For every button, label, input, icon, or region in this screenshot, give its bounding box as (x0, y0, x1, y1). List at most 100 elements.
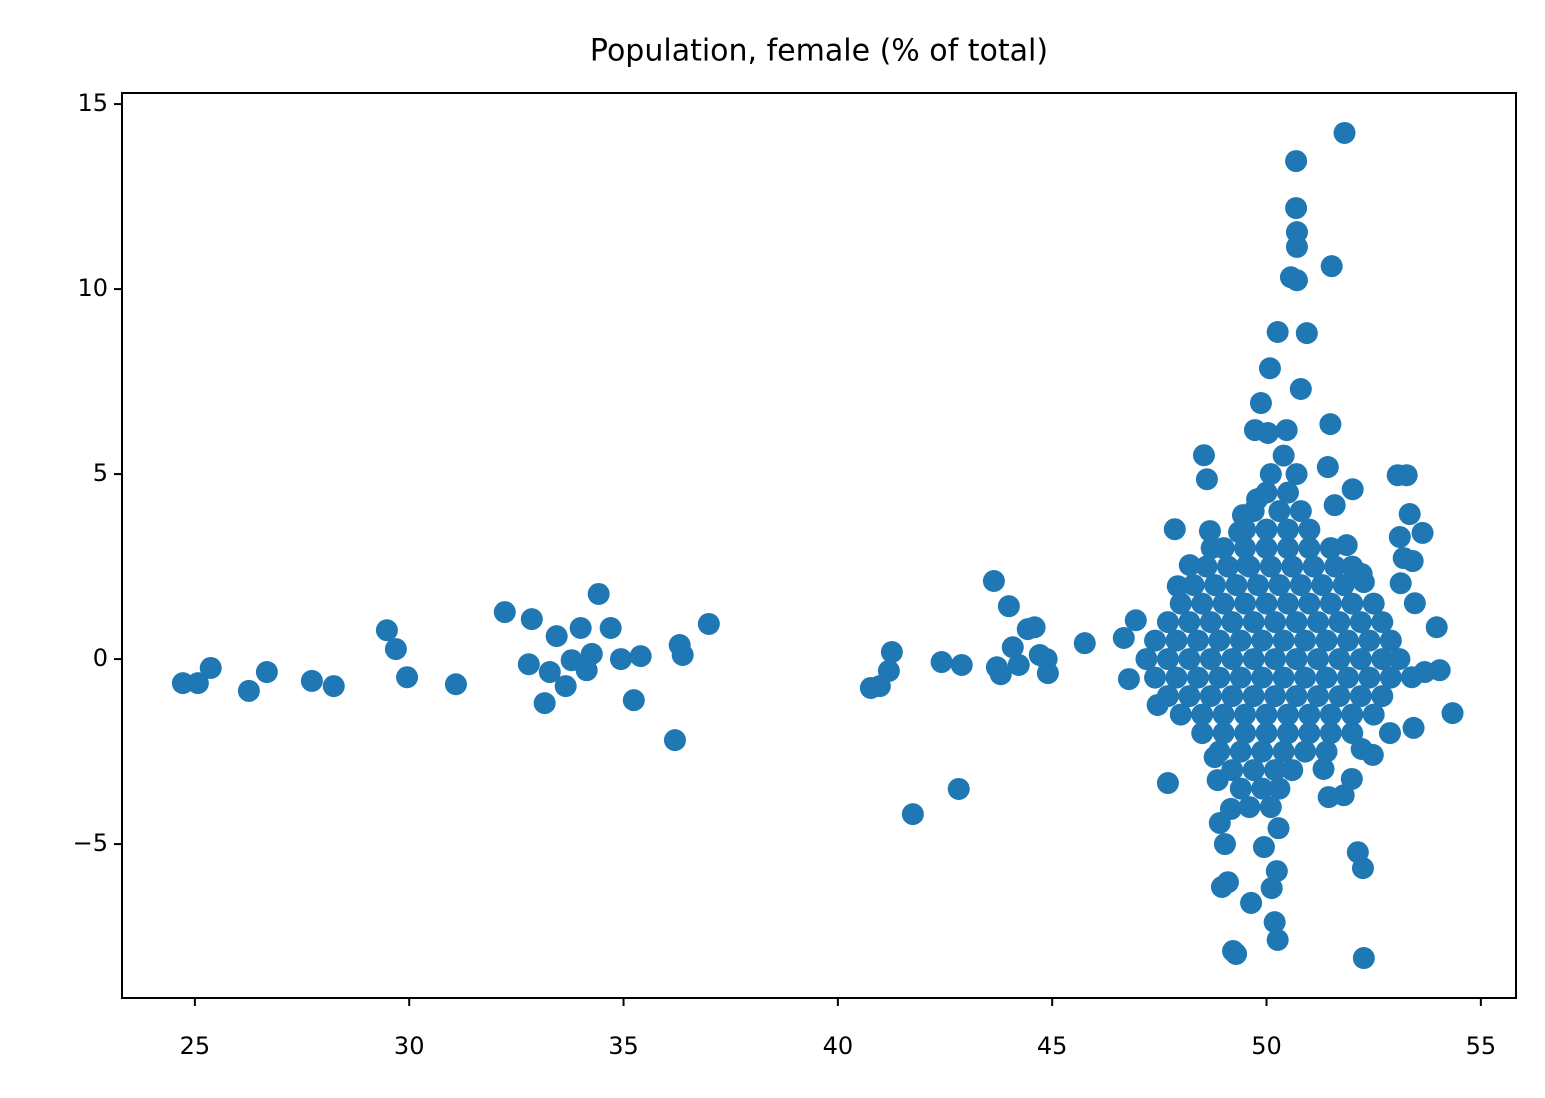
point (1298, 703, 1321, 726)
point (1267, 817, 1290, 840)
x-tick-label: 30 (394, 1032, 425, 1060)
point (1260, 877, 1283, 900)
point (1264, 685, 1287, 708)
point (587, 582, 610, 605)
point (1169, 592, 1192, 615)
point (1208, 740, 1231, 763)
point (1272, 444, 1295, 467)
point (1255, 703, 1278, 726)
point (1371, 685, 1394, 708)
plot-frame (121, 92, 1517, 999)
point (1361, 743, 1384, 766)
point (1400, 666, 1423, 689)
point (1258, 357, 1281, 380)
point (609, 648, 632, 671)
point (622, 689, 645, 712)
point (1166, 575, 1189, 598)
point (1204, 574, 1227, 597)
point (1336, 629, 1359, 652)
point (1319, 703, 1342, 726)
point (1398, 503, 1421, 526)
point (1265, 860, 1288, 883)
point (1225, 942, 1248, 965)
point (1178, 611, 1201, 634)
point (1389, 572, 1412, 595)
point (493, 601, 516, 624)
point (1186, 666, 1209, 689)
point (1289, 377, 1312, 400)
point (1229, 777, 1252, 800)
point (517, 653, 540, 676)
point (1212, 703, 1235, 726)
point (697, 612, 720, 635)
point (1294, 740, 1317, 763)
point (1268, 500, 1291, 523)
point (1276, 722, 1299, 745)
point (538, 661, 561, 684)
point (1242, 500, 1265, 523)
point (1328, 648, 1351, 671)
point (1333, 121, 1356, 144)
point (1234, 518, 1257, 541)
point (186, 672, 209, 695)
x-tick-label: 55 (1466, 1032, 1497, 1060)
point (1272, 629, 1295, 652)
point (1229, 740, 1252, 763)
point (1208, 666, 1231, 689)
point (1255, 481, 1278, 504)
point (1315, 629, 1338, 652)
point (520, 608, 543, 631)
point (1272, 666, 1295, 689)
point (1285, 269, 1308, 292)
point (1117, 668, 1140, 691)
point (1242, 685, 1265, 708)
point (199, 656, 222, 679)
point (1294, 629, 1317, 652)
point (1264, 759, 1287, 782)
point (1255, 537, 1278, 560)
x-tick-label: 50 (1251, 1032, 1282, 1060)
plot-area (171, 121, 1464, 970)
point (1073, 632, 1096, 655)
point (1213, 833, 1236, 856)
point (1221, 648, 1244, 671)
point (1379, 629, 1402, 652)
point (1276, 537, 1299, 560)
point (300, 669, 323, 692)
point (1294, 666, 1317, 689)
point (1266, 321, 1289, 344)
point (930, 651, 953, 674)
point (1023, 616, 1046, 639)
point (982, 570, 1005, 593)
point (599, 617, 622, 640)
point (1285, 685, 1308, 708)
point (1212, 592, 1235, 615)
point (444, 673, 467, 696)
point (1276, 703, 1299, 726)
point (1192, 444, 1215, 467)
point (1341, 592, 1364, 615)
point (671, 644, 694, 667)
point (1349, 685, 1372, 708)
point (1264, 611, 1287, 634)
point (1198, 520, 1221, 543)
point (1328, 611, 1351, 634)
point (545, 625, 568, 648)
point (1255, 592, 1278, 615)
point (1306, 611, 1329, 634)
point (1378, 722, 1401, 745)
point (1362, 592, 1385, 615)
point (1266, 928, 1289, 951)
point (1319, 592, 1342, 615)
point (1199, 648, 1222, 671)
point (1285, 197, 1308, 220)
point (880, 641, 903, 664)
point (1315, 740, 1338, 763)
point (1256, 422, 1279, 445)
point (1388, 648, 1411, 671)
y-tick-label: −5 (73, 829, 108, 857)
x-tick-label: 45 (1037, 1032, 1068, 1060)
point (1165, 629, 1188, 652)
point (1316, 456, 1339, 479)
